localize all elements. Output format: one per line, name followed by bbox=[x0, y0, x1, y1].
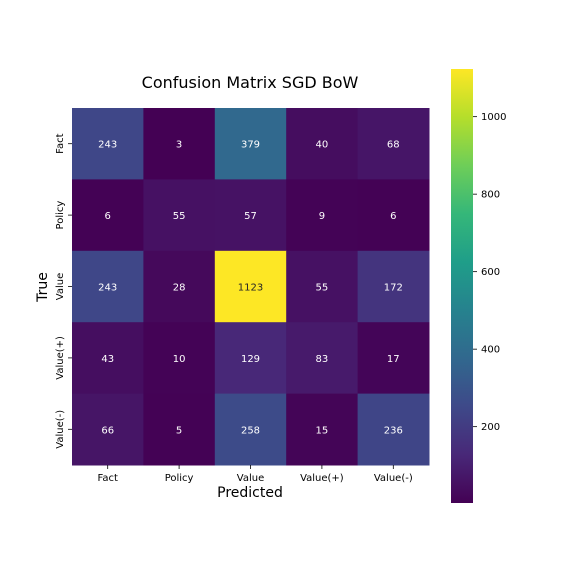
cell-value-label: 66 bbox=[101, 425, 114, 436]
colorbar-tick-label: 600 bbox=[481, 267, 500, 278]
heatmap-cell bbox=[357, 108, 430, 180]
heatmap-cell bbox=[286, 108, 359, 180]
heatmap-cell bbox=[143, 179, 216, 252]
x-tick-label: Value(-) bbox=[374, 473, 413, 484]
colorbar-tick-label: 800 bbox=[481, 190, 500, 201]
heatmap-cell bbox=[214, 179, 287, 252]
cell-value-label: 10 bbox=[173, 354, 186, 365]
chart-title: Confusion Matrix SGD BoW bbox=[142, 73, 359, 92]
y-axis-label: True bbox=[35, 272, 51, 303]
cell-value-label: 17 bbox=[387, 354, 400, 365]
y-tick-label: Value bbox=[55, 273, 66, 300]
heatmap-cell bbox=[143, 108, 216, 180]
heatmap-cell bbox=[143, 250, 216, 323]
heatmap-cell bbox=[214, 393, 287, 466]
colorbar-tick-label: 1000 bbox=[481, 112, 506, 123]
heatmap-cell bbox=[286, 393, 359, 466]
cell-value-label: 5 bbox=[176, 425, 182, 436]
heatmap-cell bbox=[286, 322, 359, 395]
cell-value-label: 68 bbox=[387, 140, 400, 151]
y-tick-labels: Fact Policy Value Value(+) Value(-) bbox=[55, 133, 72, 449]
y-tick-label: Value(-) bbox=[55, 410, 66, 449]
colorbar bbox=[451, 69, 473, 503]
heatmap-cell bbox=[214, 322, 287, 395]
y-tick-label: Policy bbox=[55, 201, 66, 230]
heatmap-cells: 243 3 379 40 68 6 55 57 9 6 243 28 1123 55 172 43 10 129 8… bbox=[72, 108, 430, 466]
cell-value-label: 43 bbox=[101, 354, 114, 365]
cell-value-label: 129 bbox=[241, 354, 260, 365]
colorbar-tick-label: 200 bbox=[481, 422, 500, 433]
cell-value-label: 55 bbox=[316, 283, 329, 294]
cell-value-label: 1123 bbox=[238, 283, 263, 294]
heatmap-cell bbox=[357, 393, 430, 466]
cell-value-label: 15 bbox=[316, 425, 329, 436]
heatmap-cell bbox=[72, 108, 144, 180]
heatmap-cell bbox=[72, 322, 144, 395]
heatmap-cell bbox=[143, 322, 216, 395]
x-tick-labels: Fact Policy Value Value(+) Value(-) bbox=[98, 465, 413, 484]
cell-value-label: 236 bbox=[384, 425, 403, 436]
y-tick-label: Fact bbox=[55, 133, 66, 153]
cell-value-label: 243 bbox=[98, 140, 117, 151]
heatmap-cell bbox=[357, 179, 430, 252]
heatmap-cell bbox=[72, 250, 144, 323]
heatmap-cell bbox=[214, 108, 287, 180]
heatmap-cell bbox=[357, 322, 430, 395]
cell-value-label: 40 bbox=[316, 140, 329, 151]
heatmap-cell bbox=[357, 250, 430, 323]
heatmap-cell bbox=[286, 179, 359, 252]
x-tick-label: Fact bbox=[98, 473, 118, 484]
colorbar-ticks: 200 400 600 800 1000 bbox=[473, 112, 506, 433]
cell-value-label: 57 bbox=[244, 211, 257, 222]
cell-value-label: 6 bbox=[390, 211, 396, 222]
cell-value-label: 83 bbox=[316, 354, 329, 365]
cell-value-label: 3 bbox=[176, 140, 182, 151]
cell-value-label: 28 bbox=[173, 283, 186, 294]
heatmap-cell bbox=[286, 250, 359, 323]
x-axis-label: Predicted bbox=[217, 485, 283, 501]
heatmap-cell bbox=[72, 393, 144, 466]
heatmap-cell bbox=[72, 179, 144, 252]
x-tick-label: Value(+) bbox=[300, 473, 344, 484]
colorbar-tick-label: 400 bbox=[481, 345, 500, 356]
heatmap-cell bbox=[214, 250, 287, 323]
cell-value-label: 379 bbox=[241, 140, 260, 151]
cell-value-label: 55 bbox=[173, 211, 186, 222]
cell-value-label: 6 bbox=[105, 211, 111, 222]
y-tick-label: Value(+) bbox=[55, 336, 66, 380]
x-tick-label: Value bbox=[237, 473, 264, 484]
cell-value-label: 172 bbox=[384, 283, 403, 294]
x-tick-label: Policy bbox=[165, 473, 194, 484]
heatmap-cell bbox=[143, 393, 216, 466]
cell-value-label: 258 bbox=[241, 425, 260, 436]
cell-value-label: 9 bbox=[319, 211, 325, 222]
cell-value-label: 243 bbox=[98, 283, 117, 294]
